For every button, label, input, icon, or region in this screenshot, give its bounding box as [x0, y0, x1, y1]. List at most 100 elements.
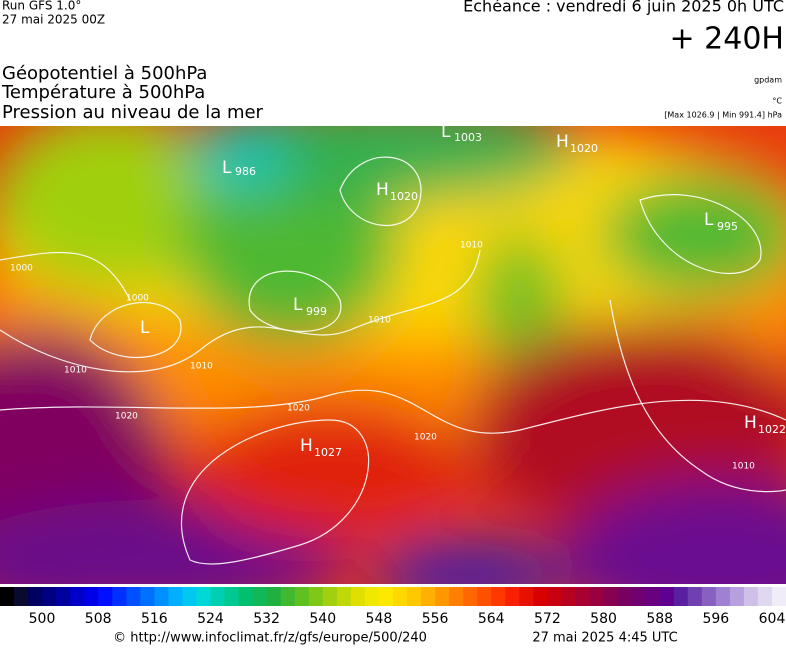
colorbar-cell [84, 587, 99, 606]
colorbar-cell [252, 587, 268, 606]
colorbar: 500 508 516 524 532 540 548 556 564 572 580 588 596 6… [0, 587, 786, 627]
run-date: 27 mai 2025 00Z [2, 13, 105, 27]
colorbar-cell [0, 587, 15, 606]
colorbar-cell [407, 587, 422, 606]
center-letter: L [441, 122, 451, 142]
colorbar-cell [533, 587, 548, 606]
center-letter: L [704, 210, 714, 230]
echeance: Echéance : vendredi 6 juin 2025 0h UTC [463, 0, 784, 16]
center-value: 1027 [314, 446, 342, 459]
colorbar-cell [196, 587, 212, 606]
colorbar-cell [56, 587, 71, 606]
colorbar-cell [336, 587, 352, 606]
colorbar-cell [673, 587, 689, 606]
colorbar-tick-label: 564 [478, 611, 505, 627]
colorbar-cell [491, 587, 506, 606]
colorbar-cell [322, 587, 338, 606]
center-value: 1020 [570, 142, 598, 155]
colorbar-cell [771, 587, 786, 606]
colorbar-cell [210, 587, 226, 606]
center-value: 1020 [390, 190, 418, 203]
colorbar-cell [589, 587, 605, 606]
colorbar-tick-label: 572 [534, 611, 561, 627]
colorbar-cell [561, 587, 576, 606]
colorbar-cell [28, 587, 43, 606]
center-value: 986 [235, 165, 256, 178]
isobar-label: 1020 [287, 404, 310, 414]
colorbar-cell [547, 587, 562, 606]
colorbar-cell [224, 587, 240, 606]
center-value: 999 [306, 305, 327, 318]
isobar-label: 1010 [732, 462, 755, 472]
colorbar-cell [603, 587, 619, 606]
horizon: + 240H [670, 22, 785, 57]
colorbar-cell [617, 587, 633, 606]
colorbar-tick-label: 516 [141, 611, 168, 627]
title: Géopotentiel à 500hPa [2, 63, 207, 84]
title: Température à 500hPa [1, 82, 205, 103]
center-letter: L [222, 158, 232, 178]
colorbar-cell [168, 587, 183, 606]
center-letter: L [140, 318, 150, 338]
map: L 1003 H 1020 H 1020 L 995 L 999 L 986 H 1027 H… [0, 122, 786, 584]
colorbar-cell [42, 587, 57, 606]
unit: °C [772, 97, 782, 106]
colorbar-cell [70, 587, 85, 606]
center-letter: H [744, 413, 757, 433]
colorbar-tick-label: 532 [253, 611, 280, 627]
colorbar-cell [435, 587, 450, 606]
colorbar-cell [743, 587, 759, 606]
colorbar-tick-label: 604 [759, 611, 786, 627]
colorbar-cell [266, 587, 282, 606]
colorbar-cell [701, 587, 717, 606]
colorbar-tick-label: 524 [197, 611, 224, 627]
isobar-label: 1010 [460, 241, 483, 251]
colorbar-cell [687, 587, 703, 606]
colorbar-cell [645, 587, 661, 606]
colorbar-tick-label: 588 [646, 611, 673, 627]
colorbar-cell [505, 587, 520, 606]
colorbar-cell [449, 587, 464, 606]
colorbar-tick-label: 580 [590, 611, 617, 627]
colorbar-cell [421, 587, 436, 606]
source: © http://www.infoclimat.fr/z/gfs/europe/… [113, 631, 427, 646]
colorbar-tick-label: 500 [29, 611, 56, 627]
colorbar-cell [364, 587, 380, 606]
colorbar-cell [294, 587, 310, 606]
colorbar-cell [477, 587, 492, 606]
colorbar-cell [575, 587, 590, 606]
unit: gpdam [754, 76, 782, 85]
center-letter: H [300, 436, 313, 456]
generated: 27 mai 2025 4:45 UTC [532, 631, 677, 646]
center-letter: L [293, 295, 303, 315]
isobar-label: 1020 [414, 433, 437, 443]
title: Pression au niveau de la mer [2, 102, 264, 123]
colorbar-tick-label: 596 [702, 611, 729, 627]
colorbar-cell [378, 587, 394, 606]
colorbar-cell [659, 587, 675, 606]
colorbar-cell [715, 587, 731, 606]
colorbar-cell [729, 587, 745, 606]
colorbar-cell [350, 587, 366, 606]
colorbar-cell [757, 587, 773, 606]
isobar-label: 1010 [368, 316, 391, 326]
center-letter: H [556, 132, 569, 152]
colorbar-tick-label: 508 [85, 611, 112, 627]
colorbar-cell [154, 587, 169, 606]
center-value: 1003 [454, 131, 482, 144]
colorbar-cell [126, 587, 141, 606]
run-label: Run GFS 1.0° [2, 0, 81, 13]
colorbar-cell [182, 587, 197, 606]
colorbar-cell [280, 587, 296, 606]
isobar-label: 1020 [115, 412, 138, 422]
colorbar-cell [519, 587, 534, 606]
center-value: 995 [717, 220, 738, 233]
center-value: 1022 [758, 423, 786, 436]
colorbar-cell [631, 587, 647, 606]
colorbar-cell [98, 587, 113, 606]
isobar-label: 1010 [190, 362, 213, 372]
colorbar-cell [14, 587, 29, 606]
isobar-label: 1000 [126, 294, 149, 304]
